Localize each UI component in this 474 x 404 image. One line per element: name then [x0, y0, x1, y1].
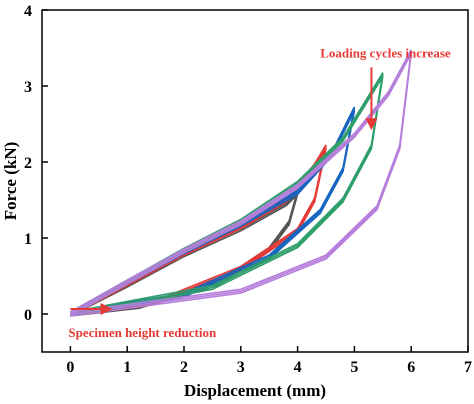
loading-cycles-annotation: Loading cycles increase: [320, 45, 451, 60]
loading-curve: [70, 53, 412, 317]
loading-curve: [70, 51, 412, 315]
y-tick-label: 1: [24, 231, 32, 248]
plot-frame: [41, 9, 469, 353]
x-tick-label: 7: [464, 359, 472, 376]
x-tick-label: 5: [350, 359, 358, 376]
y-axis-ticks: 0 1 2 3 4: [24, 3, 48, 324]
unloading-curve: [70, 53, 412, 317]
y-tick-label: 2: [24, 155, 32, 172]
x-axis-title: Displacement (mm): [184, 381, 326, 400]
x-tick-label: 2: [180, 359, 188, 376]
x-tick-label: 0: [66, 359, 74, 376]
hysteresis-curves: [70, 49, 412, 317]
x-tick-label: 1: [123, 359, 131, 376]
unloading-curve: [70, 72, 384, 313]
loading-curve: [70, 49, 412, 313]
y-tick-label: 3: [24, 79, 32, 96]
x-tick-label: 3: [237, 359, 245, 376]
x-tick-label: 6: [407, 359, 415, 376]
y-tick-label: 0: [24, 307, 32, 324]
unloading-curve: [70, 49, 412, 313]
x-axis-ticks: 0 1 2 3 4 5 6 7: [66, 346, 472, 376]
y-axis-title: Force (kN): [1, 142, 20, 221]
y-tick-label: 4: [24, 3, 32, 20]
height-reduction-annotation: Specimen height reduction: [68, 325, 217, 340]
x-tick-label: 4: [294, 359, 302, 376]
loading-curve: [70, 193, 299, 317]
